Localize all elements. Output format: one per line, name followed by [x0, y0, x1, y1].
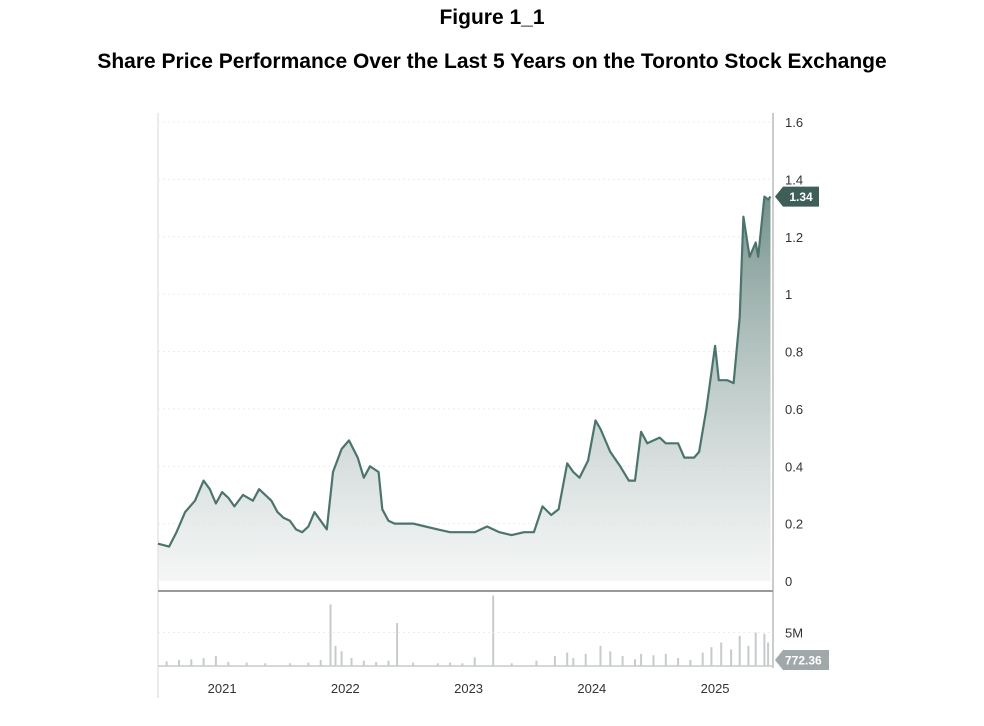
- volume-bar: [763, 633, 766, 666]
- price-area: [157, 195, 772, 581]
- volume-bar: [227, 662, 230, 666]
- last-volume-tag: [775, 650, 829, 670]
- volume-bar: [375, 662, 378, 666]
- last-price-label: 1.34: [789, 190, 813, 204]
- last-price-tag: [775, 186, 819, 207]
- volume-tick-label: 5M: [785, 626, 803, 641]
- volume-bar: [307, 662, 310, 666]
- volume-bar: [190, 659, 193, 666]
- price-y-ticks: 0 0.2 0.4 0.6 0.8 1 1.2 1.4 1.6: [785, 115, 803, 589]
- volume-bar: [362, 660, 365, 666]
- volume-bar: [599, 645, 602, 666]
- last-volume-label: 772.36: [785, 654, 822, 668]
- volume-bar: [264, 663, 267, 666]
- volume-bar: [634, 659, 636, 666]
- volume-bar: [473, 657, 476, 666]
- x-tick-label: 2021: [208, 681, 237, 696]
- volume-bar: [412, 662, 415, 666]
- volume-bar: [677, 658, 680, 666]
- volume-bar: [535, 660, 538, 666]
- volume-bars: [158, 595, 773, 667]
- y-tick-label: 0.6: [785, 402, 803, 417]
- volume-bar: [319, 660, 322, 666]
- volume-bar: [738, 635, 741, 666]
- price-line: [157, 195, 772, 548]
- volume-bar: [621, 656, 624, 666]
- volume-bar: [288, 663, 291, 666]
- y-tick-label: 1.6: [785, 115, 803, 130]
- y-tick-label: 1: [785, 287, 792, 302]
- volume-bar: [652, 655, 655, 666]
- price-area-fill: [158, 196, 771, 581]
- volume-bar: [245, 662, 248, 666]
- volume-bar: [165, 661, 168, 666]
- volume-y-ticks: 5M: [158, 626, 803, 641]
- x-tick-label: 2023: [454, 681, 483, 696]
- last-value-tags: 1.34 772.36: [775, 186, 829, 670]
- y-tick-label: 0: [785, 574, 792, 589]
- x-tick-label: 2022: [331, 681, 360, 696]
- volume-bar: [436, 663, 439, 666]
- volume-bar: [329, 604, 332, 666]
- volume-bar: [572, 658, 575, 666]
- volume-bar: [767, 642, 770, 666]
- y-tick-label: 0.8: [785, 345, 803, 360]
- chart-title: Share Price Performance Over the Last 5 …: [97, 50, 887, 73]
- figure-label: Figure 1_1: [439, 6, 545, 29]
- volume-bar: [214, 656, 217, 666]
- volume-bar: [754, 632, 757, 666]
- volume-bar: [461, 663, 464, 666]
- volume-bar: [609, 651, 612, 666]
- y-tick-label: 0.2: [785, 517, 803, 532]
- volume-bar: [566, 652, 569, 666]
- y-tick-label: 1.2: [785, 230, 803, 245]
- volume-bar: [664, 653, 667, 666]
- volume-bar: [584, 653, 587, 666]
- volume-bar: [334, 645, 337, 666]
- volume-bar: [340, 651, 343, 666]
- volume-bar: [730, 649, 733, 667]
- volume-bar: [640, 653, 643, 666]
- x-tick-label: 2024: [577, 681, 606, 696]
- volume-bar: [396, 623, 399, 666]
- volume-bar: [720, 642, 723, 666]
- volume-bar: [689, 660, 692, 666]
- volume-bar: [178, 660, 180, 666]
- volume-bar: [701, 652, 704, 666]
- volume-bar: [387, 660, 390, 666]
- volume-bar: [202, 658, 205, 666]
- volume-bar: [710, 647, 713, 666]
- volume-bar: [510, 663, 513, 666]
- x-tick-label: 2025: [701, 681, 730, 696]
- volume-bar: [449, 662, 452, 666]
- volume-bar: [553, 656, 556, 666]
- volume-bar: [492, 595, 495, 666]
- y-tick-label: 1.4: [785, 172, 803, 187]
- y-tick-label: 0.4: [785, 459, 803, 474]
- volume-bar: [747, 645, 750, 666]
- x-axis-ticks: 2021 2022 2023 2024 2025: [208, 681, 730, 696]
- volume-bar: [350, 658, 353, 666]
